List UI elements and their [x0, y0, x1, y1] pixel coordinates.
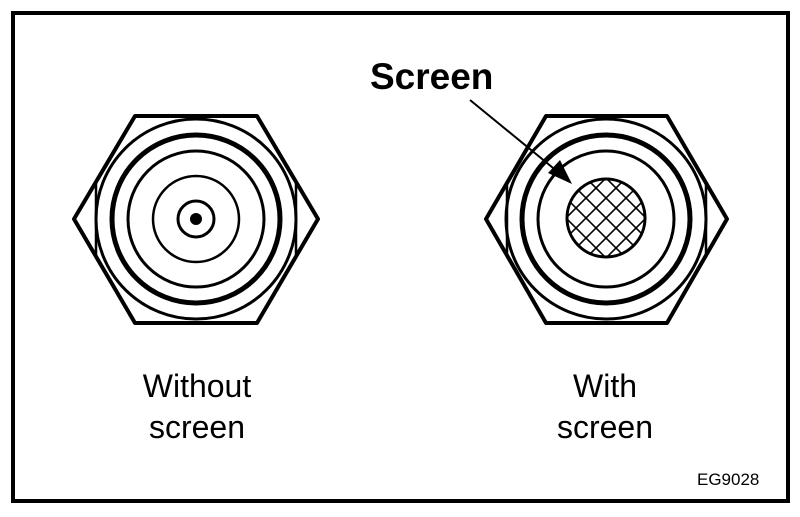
- hex-nut-left: [72, 114, 320, 325]
- diagram-frame: [11, 11, 790, 503]
- fitting-with-screen: [484, 114, 729, 325]
- callout-arrow: [469, 99, 572, 184]
- center-orifice: [190, 213, 202, 225]
- figure-code: EG9028: [697, 470, 760, 489]
- caption-with-screen: With screen: [485, 366, 725, 448]
- caption-without-screen: Without screen: [77, 366, 317, 448]
- caption-line-2: screen: [556, 409, 654, 445]
- outer-ring-left: [94, 117, 298, 321]
- caption-line-2: screen: [148, 409, 246, 445]
- caption-line-1: Without: [142, 368, 252, 404]
- screen-callout-label: Screen: [370, 56, 494, 97]
- caption-line-1: With: [573, 368, 637, 404]
- outer-ring-right: [504, 117, 708, 321]
- hex-nut-right: [484, 114, 729, 325]
- fitting-without-screen: [72, 114, 320, 325]
